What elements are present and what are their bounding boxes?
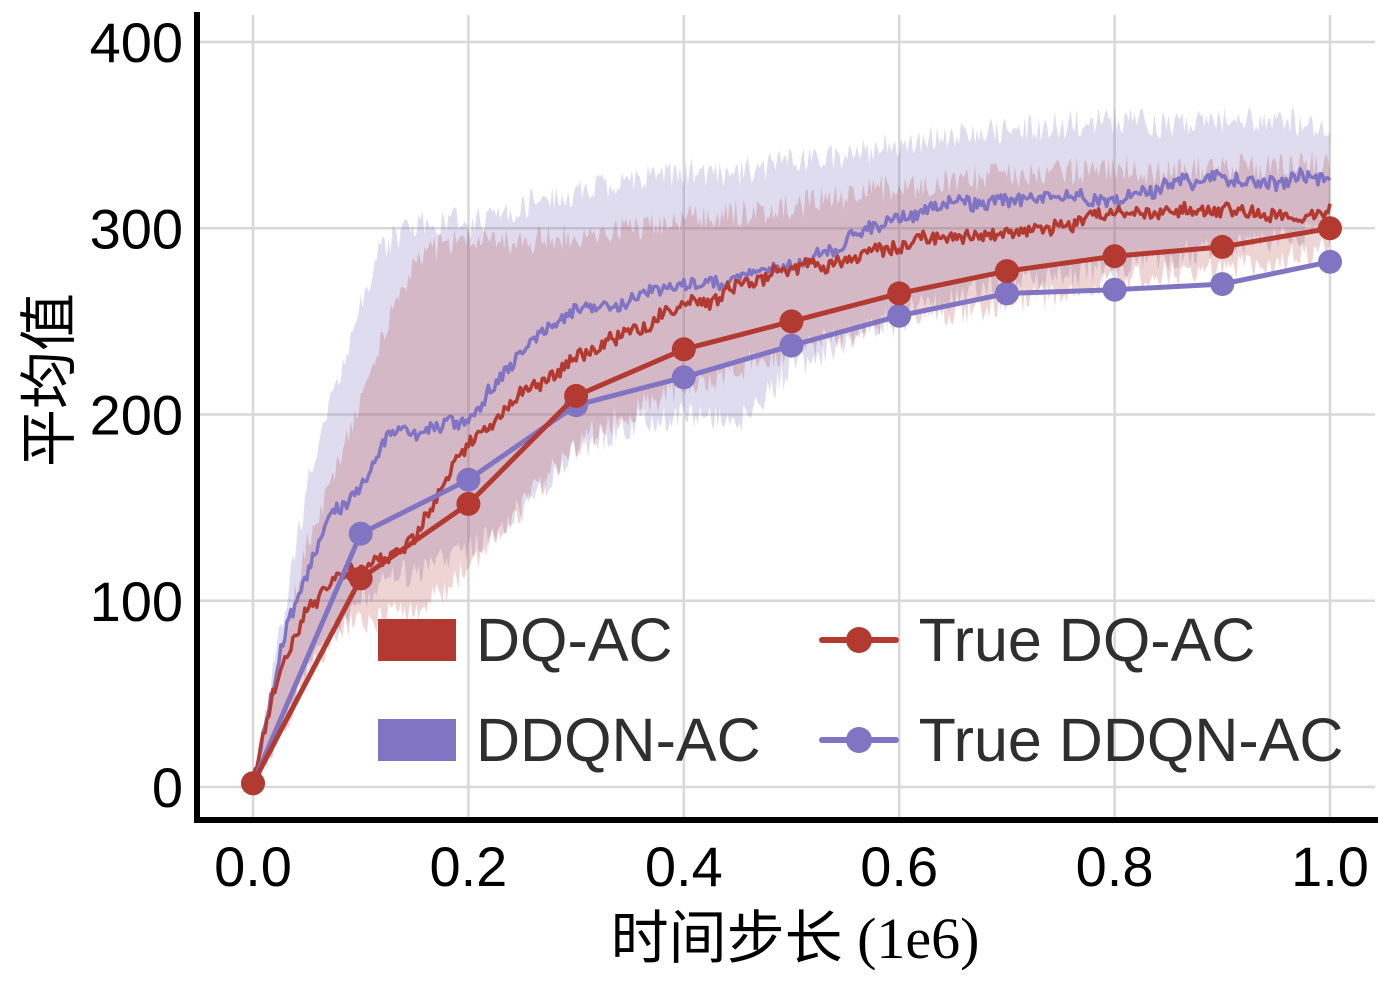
legend-swatch-dq-ac-icon [378,619,456,661]
legend-swatch-ddqn-ac-icon [378,719,456,761]
svg-text:0: 0 [152,756,183,819]
legend-item-true-dq-ac: True DQ-AC [818,605,1344,675]
legend: DQ-AC DDQN-AC True DQ-AC True DDQN-AC [378,590,1343,790]
legend-item-ddqn-ac: DDQN-AC [378,705,761,775]
legend-item-true-ddqn-ac: True DDQN-AC [818,705,1344,775]
svg-text:300: 300 [90,197,183,260]
svg-text:0.0: 0.0 [214,835,292,898]
svg-text:0.6: 0.6 [860,835,938,898]
y-axis-label: 平均值 [17,292,82,468]
legend-swatch-true-dq-ac-icon [818,618,899,662]
svg-text:1.0: 1.0 [1291,835,1369,898]
svg-text:100: 100 [90,570,183,633]
legend-label-dq-ac: DQ-AC [476,606,673,674]
legend-label-true-dq-ac: True DQ-AC [918,606,1256,674]
svg-text:0.8: 0.8 [1076,835,1154,898]
legend-label-true-ddqn-ac: True DDQN-AC [918,706,1344,774]
svg-text:0.2: 0.2 [429,835,507,898]
legend-item-dq-ac: DQ-AC [378,605,761,675]
legend-label-ddqn-ac: DDQN-AC [476,706,761,774]
svg-text:200: 200 [90,384,183,447]
x-axis-label: 时间步长 (1e6) [610,906,980,971]
svg-text:0.4: 0.4 [645,835,723,898]
legend-swatch-true-ddqn-ac-icon [818,718,899,762]
svg-text:400: 400 [90,11,183,74]
